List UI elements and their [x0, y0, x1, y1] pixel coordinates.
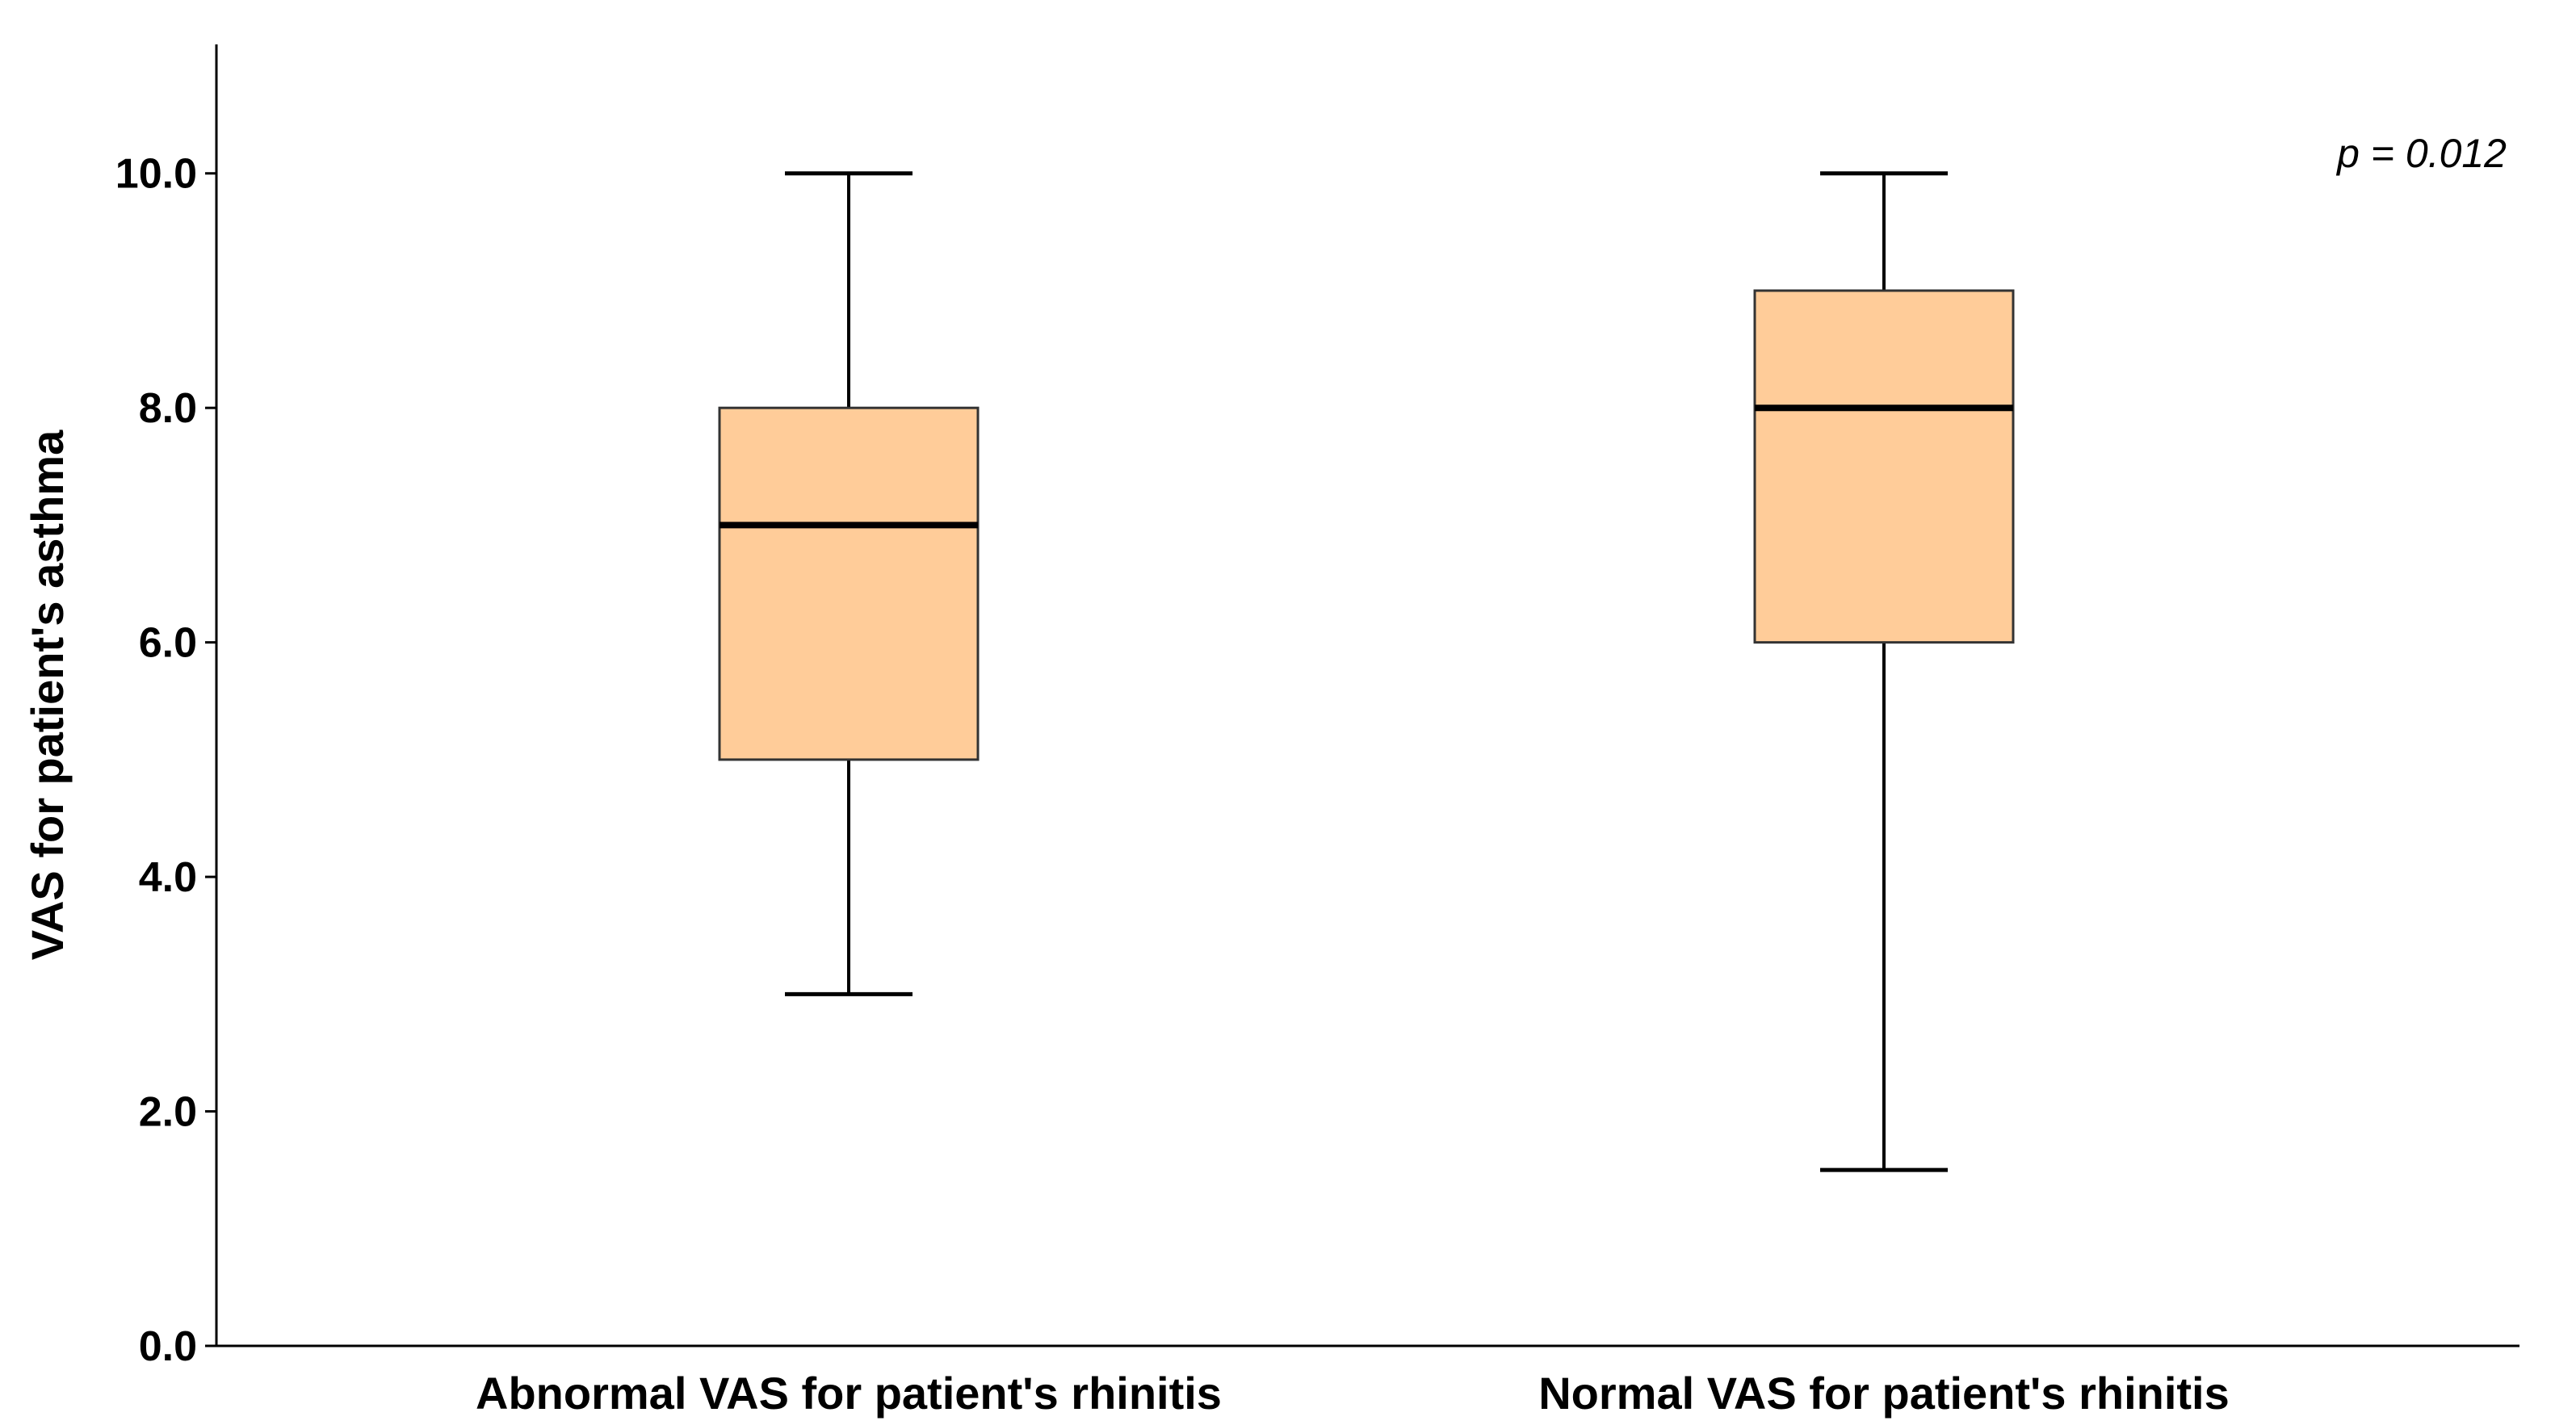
category-labels: Abnormal VAS for patient's rhinitis Norma…	[476, 1368, 2230, 1419]
y-tick-label: 8.0	[139, 385, 197, 432]
y-tick-label: 10.0	[115, 151, 197, 198]
y-tick-label: 6.0	[139, 620, 197, 667]
y-tick-label: 0.0	[139, 1323, 197, 1370]
iqr-box	[718, 406, 980, 761]
axes	[215, 44, 2519, 1347]
category-label: Normal VAS for patient's rhinitis	[1538, 1368, 2230, 1419]
y-tick-label: 4.0	[139, 854, 197, 901]
box-group	[718, 171, 980, 996]
boxes	[718, 171, 2015, 1172]
box-group	[1753, 171, 2015, 1172]
p-value-annotation: p = 0.012	[2335, 131, 2507, 176]
y-ticks: 0.0 2.0 4.0 6.0 8.0 10.0	[115, 151, 216, 1370]
category-label: Abnormal VAS for patient's rhinitis	[476, 1368, 1222, 1419]
iqr-box	[1753, 289, 2015, 644]
y-tick-label: 2.0	[139, 1089, 197, 1136]
y-axis-title: VAS for patient's asthma	[22, 430, 73, 960]
